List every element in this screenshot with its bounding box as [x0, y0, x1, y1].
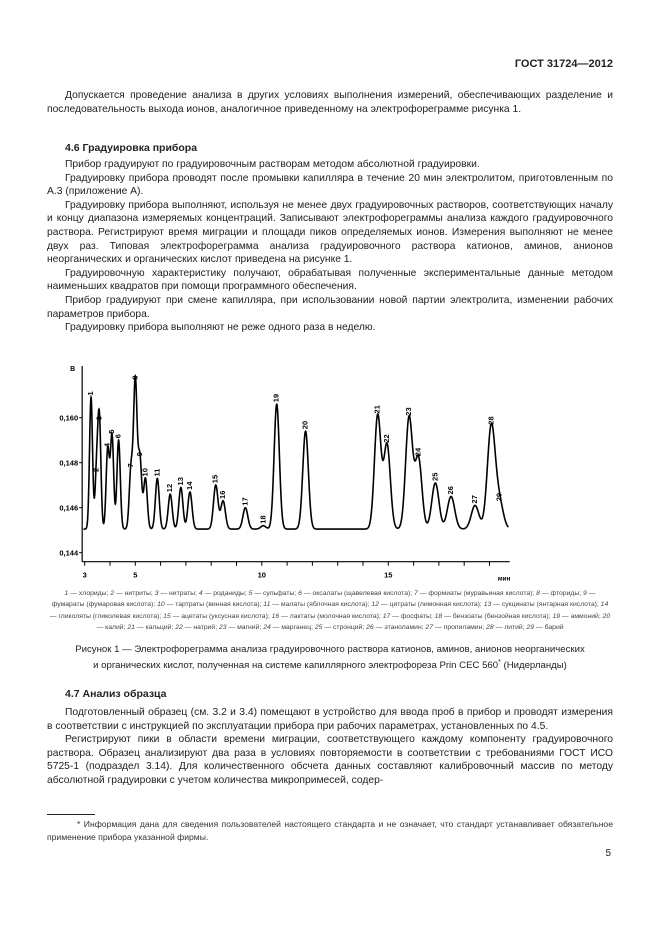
y-tick-label: 0,148	[59, 459, 78, 468]
legend-item: 4 — роданиды;	[198, 590, 249, 597]
legend-item: 2 — нитриты;	[110, 590, 155, 597]
peak-label: 6	[114, 434, 123, 438]
legend-item: 19 — аммоний;	[552, 612, 603, 620]
peak-label: 26	[446, 486, 455, 494]
peak-label: 2	[92, 468, 101, 472]
legend-item: 24 — марганец;	[263, 624, 315, 632]
footnote-text: * Информация дана для сведения пользоват…	[47, 819, 613, 842]
legend-item: 11 — малаты (яблочная кислота);	[263, 601, 372, 609]
peak-label: 15	[211, 475, 220, 483]
legend-item: 6 — оксалаты (щавелевая кислота);	[298, 590, 415, 597]
peak-label: 5	[107, 430, 116, 434]
paragraph: Допускается проведение анализа в других …	[47, 90, 613, 115]
legend-item: 22 — натрий;	[175, 624, 219, 632]
legend-item: 12 — цитраты (лимонная кислота);	[371, 601, 484, 609]
x-tick-label: 15	[384, 571, 392, 580]
section-4-6-body: Прибор градуируют по градуировочным раст…	[47, 158, 613, 335]
peak-label: 25	[430, 473, 439, 481]
signal-trace	[83, 373, 509, 530]
caption-line-1: Рисунок 1 — Электрофореграмма анализа гр…	[75, 644, 585, 655]
paragraph: Подготовленный образец (см. 3.2 и 3.4) п…	[47, 707, 613, 732]
x-axis-label: мин	[498, 576, 511, 583]
peak-label: 1	[86, 391, 95, 395]
peak-label: 29	[494, 493, 503, 501]
peak-label: 16	[218, 491, 227, 499]
legend-item: 25 — стронций;	[314, 624, 367, 632]
footnote-mark: *	[498, 659, 501, 667]
legend-item: 13 — сукцинаты (янтарная кислота);	[483, 601, 601, 609]
y-tick-label: 0,160	[59, 414, 78, 423]
peak-label: 24	[413, 447, 422, 456]
peak-label: 21	[373, 405, 382, 413]
legend-item: 26 — этаноламин;	[366, 624, 426, 632]
paragraph: Регистрируют пики в области времени мигр…	[47, 734, 613, 786]
legend-item: 5 — сульфаты;	[248, 590, 299, 597]
peak-label: 4	[103, 442, 112, 447]
y-tick-label: 0,146	[59, 504, 78, 513]
caption-text: и органических кислот, полученная на сис…	[93, 660, 499, 672]
paragraph: Прибор градуируют по градуировочным раст…	[65, 159, 480, 170]
caption-line-2: и органических кислот, полученная на сис…	[40, 656, 620, 673]
peak-label: 9	[135, 452, 144, 456]
legend-item: 7 — формиаты (муравьиная кислота);	[414, 590, 537, 597]
legend-item: 17 — фосфаты;	[382, 612, 435, 620]
legend-item: 18 — бензоаты (бензойная кислота);	[434, 612, 553, 620]
standard-number: ГОСТ 31724—2012	[514, 58, 613, 70]
paragraph: Прибор градуируют при смене капилляра, п…	[47, 294, 613, 320]
peak-label: 10	[140, 468, 149, 476]
peak-label: 14	[185, 481, 194, 490]
legend-item: 21 — кальций;	[127, 624, 176, 632]
peak-label: 8	[130, 376, 139, 380]
peak-label: 12	[165, 484, 174, 492]
peak-label: 23	[404, 407, 413, 415]
paragraph: Градуировку прибора проводят после промы…	[47, 172, 613, 198]
peak-label: 28	[486, 416, 495, 424]
paragraph: Градуировку прибора выполняют не реже од…	[65, 322, 376, 334]
legend-item: 29 — барий	[526, 624, 564, 632]
peak-label: 3	[94, 416, 103, 420]
legend-item: 9 — фумараты (фумаровая кислота);	[51, 590, 596, 609]
section-4-7-body: Подготовленный образец (см. 3.2 и 3.4) п…	[47, 706, 613, 788]
legend-item: 16 — лактаты (молочная кислота);	[271, 612, 383, 620]
legend-item: 14 — гликоляты (гликолевая кислота);	[49, 601, 609, 620]
legend-item: 20 — калий;	[96, 612, 611, 632]
peak-label: 20	[301, 421, 310, 429]
paragraph: Градуировку прибора выполняют, используя…	[47, 199, 613, 266]
x-tick-label: 10	[258, 571, 266, 580]
peak-label: 11	[152, 469, 161, 477]
y-axis-label: В	[70, 366, 75, 373]
peak-label: 7	[126, 463, 135, 467]
legend-item: 15 — ацетаты (уксусная кислота);	[163, 612, 272, 620]
legend-item: 28 — литий;	[486, 624, 527, 632]
x-tick-label: 3	[83, 571, 87, 580]
legend-item: 3 — нитраты;	[154, 590, 199, 597]
legend-item: 23 — магний;	[218, 624, 264, 632]
section-4-6-heading: 4.6 Градуировка прибора	[65, 142, 198, 154]
intro-text: Допускается проведение анализа в других …	[47, 89, 613, 116]
footnote-divider	[47, 814, 95, 815]
peak-label: 13	[176, 477, 185, 485]
legend-item: 10 — тартраты (винная кислота);	[157, 601, 264, 609]
peak-label: 22	[382, 434, 391, 442]
figure-legend: 1 — хлориды; 2 — нитриты; 3 — нитраты; 4…	[48, 588, 612, 634]
section-4-7-heading: 4.7 Анализ образца	[65, 688, 167, 700]
footnote: * Информация дана для сведения пользоват…	[47, 818, 613, 844]
peak-label: 18	[258, 515, 267, 523]
peak-label: 27	[470, 495, 479, 503]
paragraph: Градуировочную характеристику получают, …	[47, 267, 613, 293]
peak-label: 19	[272, 394, 281, 402]
legend-item: 1 — хлориды;	[64, 590, 111, 597]
page-number: 5	[605, 848, 611, 859]
peak-label: 17	[240, 497, 249, 505]
legend-item: 27 — пропиламин;	[425, 624, 487, 632]
caption-text-end: (Нидерланды)	[500, 660, 567, 672]
legend-item: 8 — фториды;	[536, 590, 583, 597]
y-tick-label: 0,144	[59, 549, 79, 558]
figure-caption: Рисунок 1 — Электрофореграмма анализа гр…	[40, 643, 620, 673]
x-tick-label: 5	[133, 571, 137, 580]
